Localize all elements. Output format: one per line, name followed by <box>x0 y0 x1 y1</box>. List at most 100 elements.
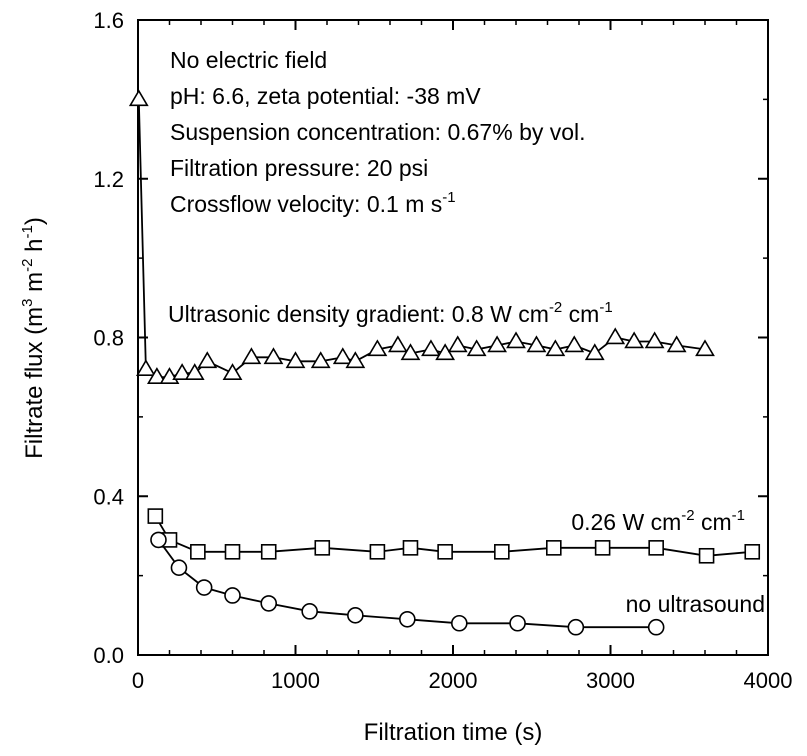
circle-point <box>260 595 278 612</box>
text-segment: cm <box>562 301 599 327</box>
superscript: 3 <box>19 299 36 307</box>
triangle-point <box>285 351 306 369</box>
condition-text: Crossflow velocity: 0.1 m s-1 <box>170 189 456 217</box>
series-label: no ultrasound <box>626 591 765 617</box>
square-point <box>648 540 664 556</box>
triangle-point <box>332 347 353 365</box>
triangle-point <box>263 347 284 365</box>
text-segment: No electric field <box>170 47 327 73</box>
series-label: 0.26 W cm-2 cm-1 <box>571 507 745 535</box>
triangle-point <box>387 335 408 353</box>
superscript: -1 <box>442 189 455 206</box>
x-tick-label: 4000 <box>744 668 793 693</box>
circle-point <box>399 610 416 628</box>
triangle-point <box>345 351 366 369</box>
x-tick-label: 3000 <box>586 668 635 693</box>
triangle-point <box>526 335 547 353</box>
condition-text: pH: 6.6, zeta potential: -38 mV <box>170 83 481 109</box>
circle-point <box>509 614 526 632</box>
text-segment: Filtrate flux (m <box>21 307 48 459</box>
condition-text: Suspension concentration: 0.67% by vol. <box>170 119 586 145</box>
text-segment: Ultrasonic density gradient: 0.8 W cm <box>168 301 549 327</box>
triangle-point <box>128 89 149 107</box>
circle-point <box>567 618 585 636</box>
x-tick-label: 1000 <box>271 668 320 693</box>
triangle-point <box>487 335 507 353</box>
text-segment: cm <box>695 509 732 535</box>
triangle-point <box>310 351 331 369</box>
y-tick-label: 0.0 <box>93 643 124 668</box>
square-point <box>369 544 386 560</box>
square-point <box>190 544 206 560</box>
triangle-point <box>605 327 626 345</box>
superscript: -1 <box>732 507 745 524</box>
triangle-point <box>222 363 243 380</box>
text-segment: pH: 6.6, zeta potential: -38 mV <box>170 83 481 109</box>
plot-frame <box>137 19 769 656</box>
triangle-point <box>135 359 156 377</box>
triangle-point <box>564 335 585 353</box>
triangle-point <box>172 363 192 380</box>
triangle-point <box>421 339 441 357</box>
circle-point <box>195 579 213 596</box>
x-axis-title: Filtration time (s) <box>364 719 543 746</box>
x-tick-label: 0 <box>132 668 144 693</box>
annotations: No electric field pH: 6.6, zeta potential… <box>168 47 765 617</box>
text-segment: ) <box>21 217 48 225</box>
circle-point <box>647 618 665 636</box>
square-point <box>744 544 761 560</box>
triangle-point <box>624 331 645 349</box>
x-tick-label: 2000 <box>429 668 478 693</box>
square-point <box>594 540 611 556</box>
square-point <box>224 544 241 560</box>
condition-text: No electric field <box>170 47 327 73</box>
superscript: -1 <box>19 225 36 238</box>
triangle-point <box>466 339 487 357</box>
text-segment: h <box>21 238 48 258</box>
series-markers <box>128 89 761 636</box>
y-axis-title: Filtrate flux (m3 m-2 h-1) <box>19 217 48 459</box>
triangle-point <box>241 347 262 365</box>
triangle-point <box>506 331 526 349</box>
triangle-point <box>184 363 205 380</box>
circle-point <box>347 607 364 624</box>
text-segment: m <box>21 272 48 299</box>
square-point <box>545 540 562 556</box>
triangle-point <box>584 343 605 361</box>
superscript: -1 <box>599 299 612 316</box>
y-tick-label: 1.6 <box>93 8 124 33</box>
triangle-point <box>197 351 218 369</box>
triangle-point <box>147 367 167 384</box>
triangle-point <box>666 335 687 353</box>
text-segment: Crossflow velocity: 0.1 m s <box>170 191 442 217</box>
square-point <box>147 508 164 524</box>
circle-point <box>150 531 167 549</box>
circle-point <box>301 603 318 620</box>
y-tick-label: 1.2 <box>93 167 124 192</box>
triangle-point <box>545 339 566 357</box>
square-point <box>494 544 510 560</box>
superscript: -2 <box>681 507 694 524</box>
condition-text: Filtration pressure: 20 psi <box>170 155 428 181</box>
text-segment: no ultrasound <box>626 591 765 617</box>
text-segment: Filtration pressure: 20 psi <box>170 155 428 181</box>
square-point <box>437 544 453 560</box>
series-label: Ultrasonic density gradient: 0.8 W cm-2 … <box>168 299 613 327</box>
square-point <box>314 540 331 556</box>
axis-ticks: 0 1000 2000 3000 4000 0.0 0.4 0.8 1.2 1.6 <box>93 8 792 693</box>
triangle-point <box>695 339 715 357</box>
superscript: -2 <box>549 299 562 316</box>
y-tick-label: 0.8 <box>93 326 124 351</box>
triangle-point <box>644 331 665 349</box>
text-segment: Suspension concentration: 0.67% by vol. <box>170 119 586 145</box>
triangle-point <box>400 343 421 361</box>
y-tick-label: 0.4 <box>93 484 124 509</box>
square-point <box>698 547 715 564</box>
square-point <box>260 544 277 560</box>
triangle-point <box>447 335 468 353</box>
circle-point <box>224 587 241 604</box>
superscript: -2 <box>19 258 36 271</box>
circle-point <box>450 614 468 632</box>
square-point <box>402 540 419 556</box>
